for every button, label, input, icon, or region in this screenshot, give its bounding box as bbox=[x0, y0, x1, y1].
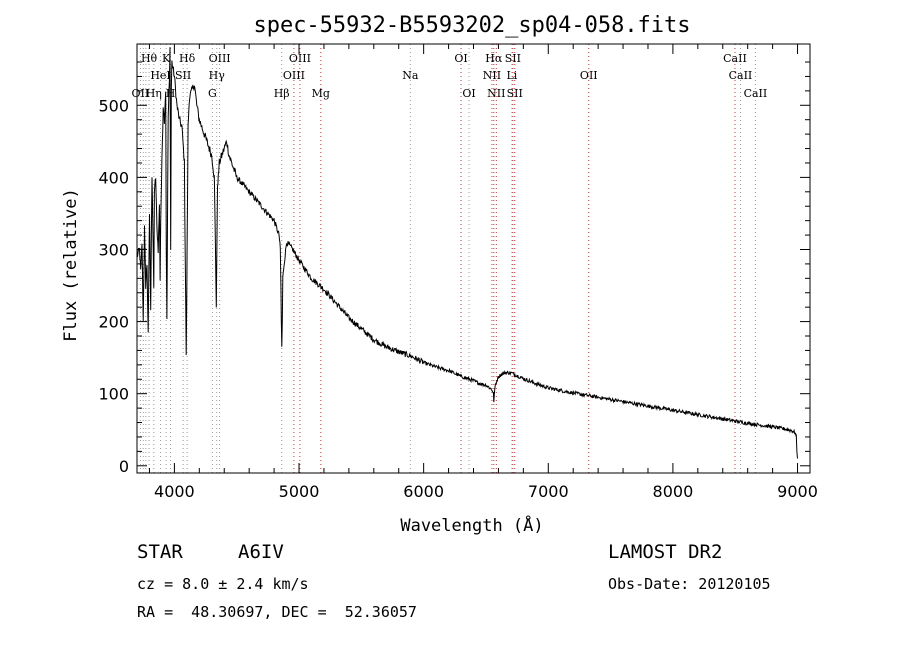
line-marker-label: NII bbox=[483, 69, 501, 82]
line-marker-label: Hγ bbox=[209, 69, 226, 82]
x-tick-label: 9000 bbox=[777, 482, 818, 501]
line-marker-label: CaII bbox=[723, 52, 747, 65]
line-marker-label: HeI bbox=[150, 69, 170, 82]
line-marker-label: G bbox=[208, 87, 217, 100]
line-marker-label: OI bbox=[462, 87, 475, 100]
y-axis-label: Flux (relative) bbox=[61, 188, 81, 342]
line-marker-label: CaII bbox=[729, 69, 753, 82]
x-tick-label: 4000 bbox=[154, 482, 195, 501]
line-marker-label: SII bbox=[507, 87, 523, 100]
line-marker-label: OII bbox=[132, 87, 150, 100]
line-marker-label: K bbox=[162, 52, 171, 65]
y-tick-label: 100 bbox=[98, 385, 129, 404]
line-marker-label: Hη bbox=[146, 87, 162, 100]
object-subclass: A6IV bbox=[238, 541, 284, 563]
y-tick-label: 300 bbox=[98, 240, 129, 259]
line-marker-label: OIII bbox=[289, 52, 311, 65]
line-marker-label: OII bbox=[580, 69, 598, 82]
line-marker-label: OI bbox=[454, 52, 467, 65]
line-marker-label: Hθ bbox=[141, 52, 158, 65]
line-marker-label: Mg bbox=[312, 87, 330, 100]
redshift-velocity: cz = 8.0 ± 2.4 km/s bbox=[137, 575, 309, 593]
plot-frame bbox=[136, 43, 811, 474]
object-class: STAR bbox=[137, 541, 183, 563]
x-tick-label: 5000 bbox=[279, 482, 320, 501]
survey-name: LAMOST DR2 bbox=[608, 541, 723, 563]
chart-title: spec-55932-B5593202_sp04-058.fits bbox=[253, 13, 690, 38]
line-marker-label: SII bbox=[505, 52, 521, 65]
line-marker-label: Hδ bbox=[179, 52, 196, 65]
spectrum-series-line bbox=[136, 47, 798, 459]
x-tick-label: 6000 bbox=[403, 482, 444, 501]
x-axis-label: Wavelength (Å) bbox=[400, 514, 543, 536]
y-tick-label: 400 bbox=[98, 168, 129, 187]
line-marker-label: Hα bbox=[485, 52, 503, 65]
y-tick-label: 0 bbox=[119, 457, 129, 476]
y-tick-label: 500 bbox=[98, 96, 129, 115]
line-marker-label: SII bbox=[175, 69, 191, 82]
line-marker-label: OIII bbox=[283, 69, 305, 82]
axis-ticks: 4000 5000 6000 7000 8000 9000 0 100 200 300 400 500 bbox=[98, 44, 818, 501]
line-marker-label: CaII bbox=[744, 87, 768, 100]
y-tick-label: 200 bbox=[98, 313, 129, 332]
line-marker-label: OIII bbox=[209, 52, 231, 65]
series-group bbox=[136, 47, 798, 459]
line-marker-label: Hβ bbox=[274, 87, 290, 100]
line-marker-label: NII bbox=[487, 87, 505, 100]
line-marker-label: Li bbox=[506, 69, 517, 82]
observation-date: Obs-Date: 20120105 bbox=[608, 575, 771, 593]
x-tick-label: 8000 bbox=[653, 482, 694, 501]
x-tick-label: 7000 bbox=[528, 482, 569, 501]
coordinates: RA = 48.30697, DEC = 52.36057 bbox=[137, 603, 417, 621]
line-marker-label: Na bbox=[402, 69, 419, 82]
